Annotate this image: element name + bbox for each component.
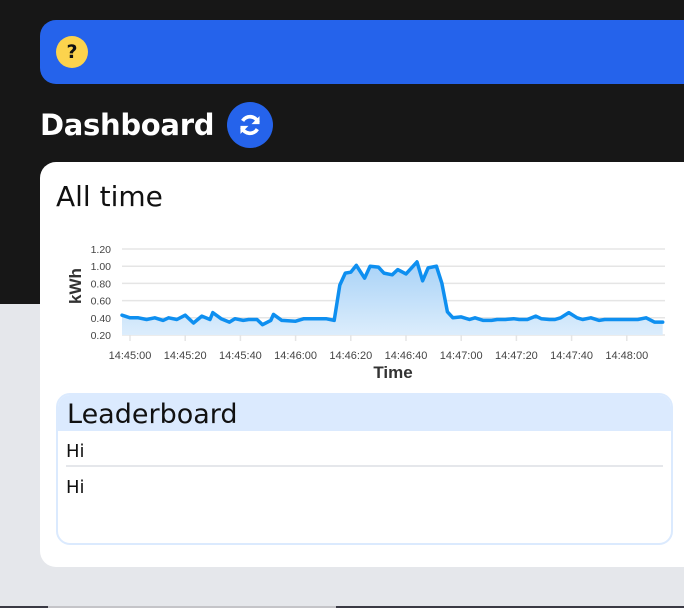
svg-text:14:46:40: 14:46:40 [385, 350, 428, 362]
svg-text:14:45:00: 14:45:00 [109, 350, 152, 362]
svg-text:0.60: 0.60 [91, 296, 112, 308]
page-title: Dashboard [40, 108, 215, 142]
title-row: Dashboard [40, 102, 274, 148]
refresh-icon [240, 114, 261, 136]
card-title: All time [56, 180, 163, 213]
svg-text:14:46:20: 14:46:20 [329, 350, 372, 362]
svg-text:1.20: 1.20 [91, 244, 112, 256]
leaderboard-row: Hi [66, 477, 85, 498]
svg-text:kWh: kWh [66, 268, 85, 304]
svg-text:0.20: 0.20 [91, 330, 112, 342]
svg-text:14:45:20: 14:45:20 [164, 350, 207, 362]
svg-text:0.80: 0.80 [91, 278, 112, 290]
bottom-nav-edge [0, 606, 684, 608]
svg-text:Time: Time [373, 363, 412, 382]
leaderboard-row: Hi [66, 431, 663, 467]
svg-text:14:47:20: 14:47:20 [495, 350, 538, 362]
all-time-card: All time 0.20 0.40 0.60 0.80 1.00 1.20 14:45:0… [40, 162, 684, 567]
svg-text:14:47:00: 14:47:00 [440, 350, 483, 362]
leaderboard-title: Leaderboard [58, 395, 671, 431]
question-mark-icon[interactable]: ? [56, 36, 88, 68]
svg-text:14:46:00: 14:46:00 [274, 350, 317, 362]
svg-text:1.00: 1.00 [91, 261, 112, 273]
refresh-button[interactable] [227, 102, 274, 148]
svg-text:14:47:40: 14:47:40 [550, 350, 593, 362]
svg-text:14:48:00: 14:48:00 [605, 350, 648, 362]
top-banner: ? [40, 20, 684, 84]
energy-chart: 0.20 0.40 0.60 0.80 1.00 1.20 14:45:00 14:45:20… [66, 244, 665, 382]
svg-text:14:45:40: 14:45:40 [219, 350, 262, 362]
leaderboard-panel: Leaderboard Hi Hi [56, 393, 673, 545]
bottom-nav-segment [0, 606, 48, 608]
svg-text:0.40: 0.40 [91, 313, 112, 325]
bottom-nav-segment [336, 606, 684, 608]
